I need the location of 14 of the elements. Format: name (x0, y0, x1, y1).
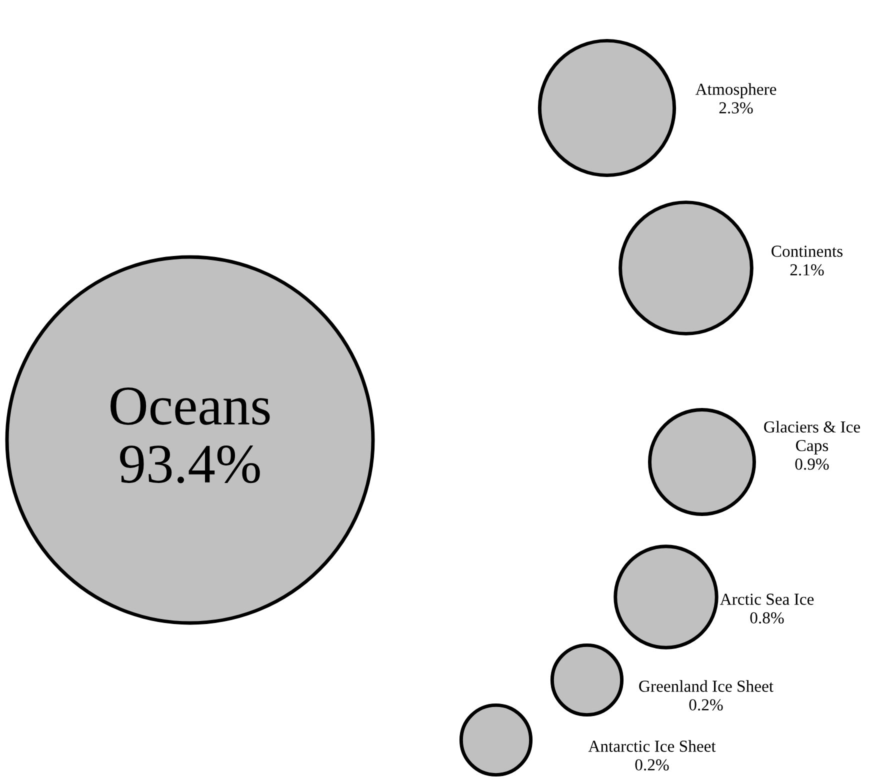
category-label: Atmosphere (695, 83, 776, 98)
data-label: 2.1% (790, 264, 824, 276)
data-label: 2.3% (719, 102, 753, 114)
category-label: Continents (772, 246, 843, 257)
category-label: Oceans (110, 388, 270, 425)
category-label: Arctic Sea Ice (720, 594, 814, 605)
data-label: 0.9% (795, 458, 829, 470)
data-label: 0.2% (689, 699, 723, 711)
data-label: 0.8% (750, 612, 784, 624)
category-label: Greenland Ice Sheet (639, 680, 774, 692)
category-label: Antarctic Ice Sheet (588, 740, 716, 752)
category-label: Glaciers & Ice Caps (764, 420, 860, 455)
data-label: 0.2% (635, 759, 669, 771)
data-label: 93.4% (120, 445, 260, 484)
